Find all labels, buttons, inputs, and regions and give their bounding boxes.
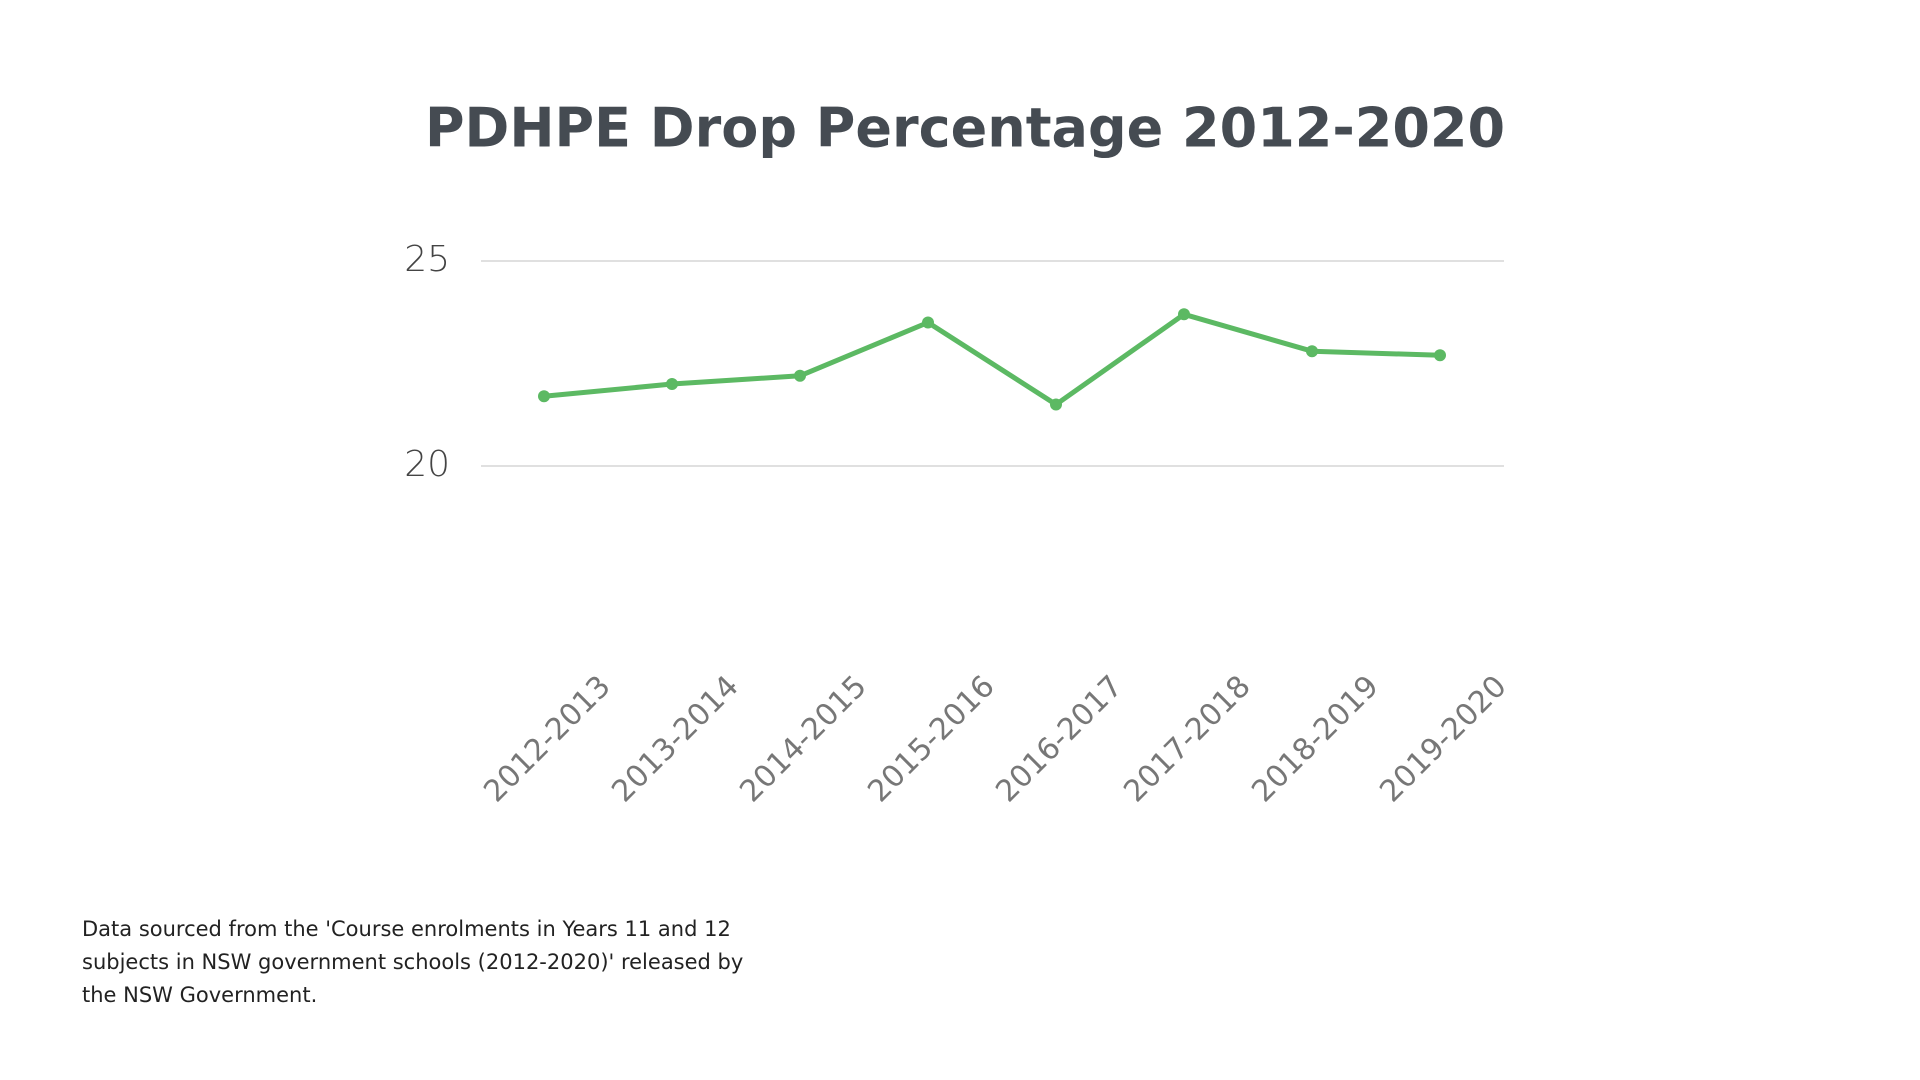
data-point [794, 369, 806, 382]
data-point [1306, 345, 1318, 358]
data-point [1434, 349, 1446, 362]
x-tick-label: 2019-2020 [1373, 669, 1513, 809]
y-tick-label: 25 [404, 239, 450, 280]
x-tick-label: 2014-2015 [733, 669, 873, 809]
data-point [1178, 308, 1190, 321]
x-tick-label: 2018-2019 [1245, 669, 1385, 809]
x-tick-label: 2012-2013 [477, 669, 617, 809]
data-point [922, 316, 934, 329]
footnote-line: Data sourced from the 'Course enrolments… [82, 917, 731, 941]
y-tick-label: 20 [404, 444, 450, 485]
x-tick-label: 2016-2017 [989, 669, 1129, 809]
data-point [666, 378, 678, 390]
x-tick-label: 2015-2016 [861, 669, 1001, 809]
data-point [538, 390, 550, 403]
data-line [543, 311, 1441, 407]
data-point [1050, 398, 1062, 411]
footnote-line: subjects in NSW government schools (2012… [82, 950, 743, 974]
x-tick-label: 2013-2014 [605, 669, 745, 809]
chart-title: PDHPE Drop Percentage 2012-2020 [425, 97, 1505, 160]
x-tick-label: 2017-2018 [1117, 669, 1257, 809]
footnote-line: the NSW Government. [82, 983, 317, 1007]
